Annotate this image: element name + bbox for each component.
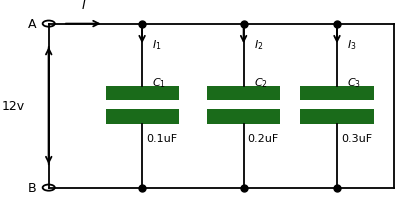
Bar xyxy=(300,110,373,124)
Bar xyxy=(300,86,373,101)
Bar xyxy=(207,110,279,124)
Bar xyxy=(207,86,279,101)
Text: 0.2uF: 0.2uF xyxy=(247,133,278,143)
Text: 0.3uF: 0.3uF xyxy=(340,133,371,143)
Text: $C_2$: $C_2$ xyxy=(253,76,267,90)
Text: B: B xyxy=(28,181,36,194)
Text: $C_1$: $C_1$ xyxy=(152,76,166,90)
Text: $I_2$: $I_2$ xyxy=(253,38,262,52)
Text: $I_3$: $I_3$ xyxy=(346,38,356,52)
Bar xyxy=(105,110,178,124)
Text: $I_1$: $I_1$ xyxy=(152,38,161,52)
Text: 12v: 12v xyxy=(1,100,24,113)
Text: A: A xyxy=(28,18,36,31)
Text: I: I xyxy=(81,0,85,12)
Text: 0.1uF: 0.1uF xyxy=(146,133,177,143)
Text: $C_3$: $C_3$ xyxy=(346,76,360,90)
Bar xyxy=(105,86,178,101)
